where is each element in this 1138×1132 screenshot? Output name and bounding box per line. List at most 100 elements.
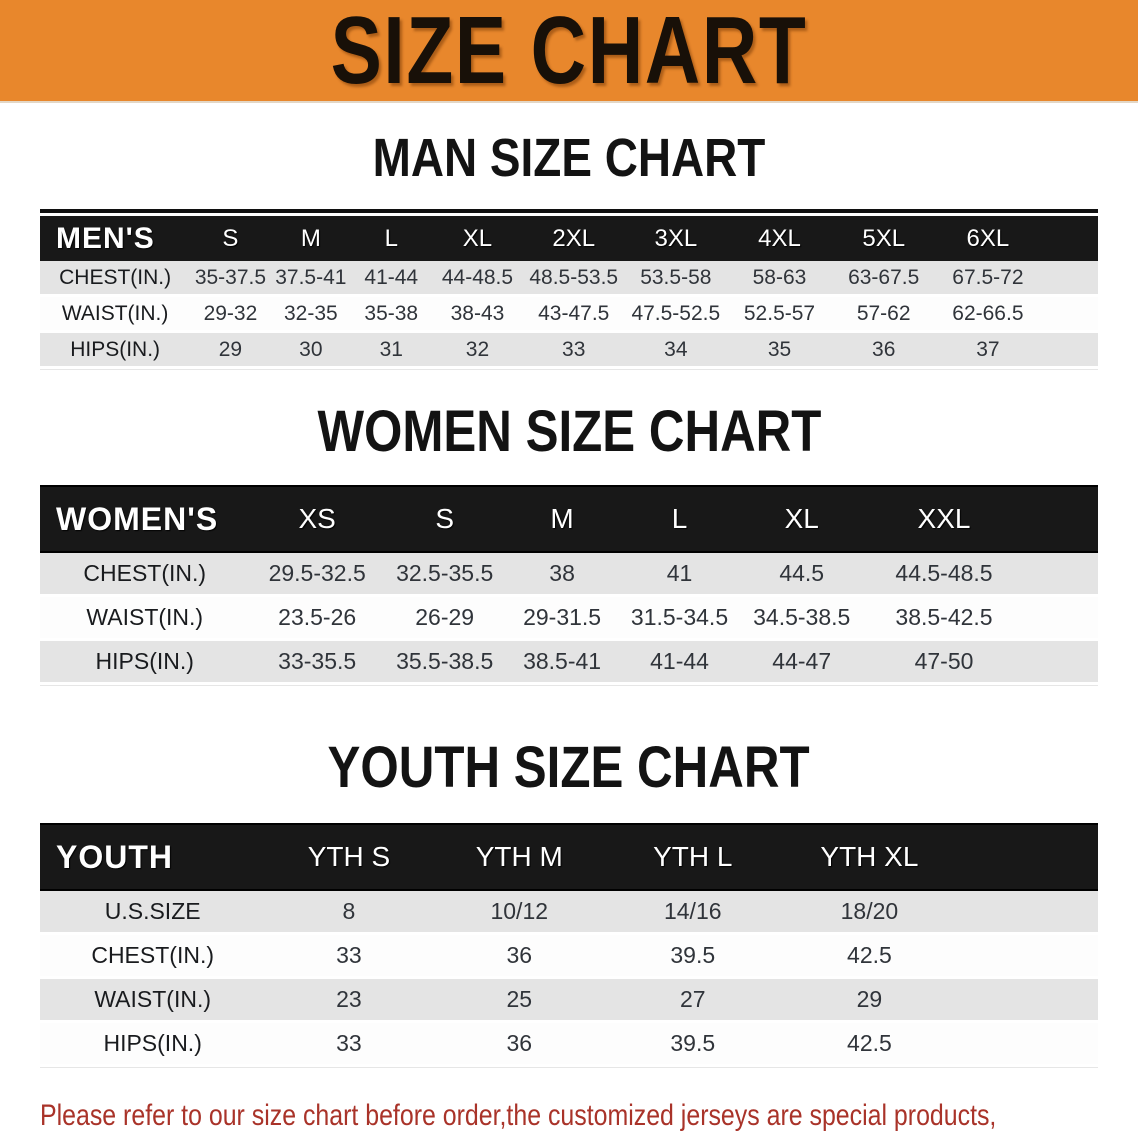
- size-value-cell: 31.5-34.5: [619, 595, 740, 641]
- size-column-header: M: [270, 216, 352, 261]
- table-row: HIPS(IN.) 29 30 31 32 33 34 35 36 37: [40, 331, 1098, 369]
- row-label: CHEST(IN.): [40, 552, 250, 597]
- table-title: MEN'S: [40, 216, 191, 261]
- size-value-cell: 29.5-32.5: [249, 552, 385, 597]
- size-value-cell: 38-43: [431, 295, 524, 333]
- size-column-header: 4XL: [727, 216, 832, 261]
- spacer-cell: [1039, 216, 1098, 261]
- size-value-cell: 37: [936, 331, 1040, 369]
- size-value-cell: 36: [831, 331, 937, 369]
- size-value-cell: 42.5: [779, 1021, 960, 1067]
- size-value-cell: 41-44: [351, 261, 432, 297]
- size-column-header: L: [619, 485, 740, 553]
- size-value-cell: 38.5-41: [504, 639, 620, 685]
- size-value-cell: 48.5-53.5: [523, 261, 624, 297]
- size-value-cell: 29: [779, 977, 960, 1023]
- size-value-cell: 27: [606, 977, 780, 1023]
- spacer-cell: [1023, 552, 1098, 597]
- spacer-cell: [959, 977, 1098, 1023]
- size-value-cell: 36: [432, 933, 606, 979]
- size-column-header: 2XL: [523, 216, 624, 261]
- size-column-header: YTH S: [265, 823, 433, 891]
- table-row: WAIST(IN.) 29-32 32-35 35-38 38-43 43-47.5 47.…: [40, 295, 1098, 333]
- size-column-header: YTH L: [606, 823, 780, 891]
- size-column-header: 6XL: [936, 216, 1040, 261]
- table-row: CHEST(IN.) 33 36 39.5 42.5: [40, 933, 1098, 979]
- size-value-cell: 36: [432, 1021, 606, 1067]
- size-value-cell: 34.5-38.5: [739, 595, 865, 641]
- size-value-cell: 29: [190, 331, 271, 369]
- size-value-cell: 33: [265, 933, 433, 979]
- size-value-cell: 33: [265, 1021, 433, 1067]
- size-value-cell: 33: [523, 331, 624, 369]
- size-value-cell: 14/16: [606, 890, 780, 935]
- size-value-cell: 35-37.5: [190, 261, 271, 297]
- size-column-header: L: [351, 216, 432, 261]
- spacer-cell: [959, 823, 1098, 891]
- spacer-cell: [959, 933, 1098, 979]
- size-value-cell: 38.5-42.5: [864, 595, 1024, 641]
- spacer-cell: [959, 890, 1098, 935]
- size-value-cell: 42.5: [779, 933, 960, 979]
- women-size-table-wrap: WOMEN'S XS S M L XL XXL CHEST(IN.) 29.5-32.5 32.5…: [40, 485, 1098, 686]
- size-value-cell: 47.5-52.5: [623, 295, 728, 333]
- table-row: WAIST(IN.) 23.5-26 26-29 29-31.5 31.5-34.5 34…: [40, 595, 1098, 641]
- size-value-cell: 53.5-58: [623, 261, 728, 297]
- size-column-header: S: [190, 216, 271, 261]
- header-row: YOUTH YTH S YTH M YTH L YTH XL: [40, 823, 1098, 891]
- size-column-header: XS: [249, 485, 385, 553]
- size-value-cell: 35: [727, 331, 832, 369]
- table-row: WAIST(IN.) 23 25 27 29: [40, 977, 1098, 1023]
- spacer-cell: [1023, 639, 1098, 685]
- row-label: HIPS(IN.): [40, 331, 191, 369]
- table-title: YOUTH: [40, 823, 266, 891]
- women-size-table: WOMEN'S XS S M L XL XXL CHEST(IN.) 29.5-32.5 32.5…: [40, 485, 1098, 685]
- man-size-heading-text: MAN SIZE CHART: [372, 128, 766, 188]
- table-row: U.S.SIZE 8 10/12 14/16 18/20: [40, 890, 1098, 935]
- size-column-header: YTH XL: [779, 823, 960, 891]
- size-value-cell: 23.5-26: [249, 595, 385, 641]
- row-label: CHEST(IN.): [40, 933, 266, 979]
- table-row: HIPS(IN.) 33 36 39.5 42.5: [40, 1021, 1098, 1067]
- row-label: WAIST(IN.): [40, 977, 266, 1023]
- size-value-cell: 29-31.5: [504, 595, 620, 641]
- youth-size-heading-text: YOUTH SIZE CHART: [327, 735, 811, 800]
- women-size-heading-text: WOMEN SIZE CHART: [317, 399, 821, 464]
- size-value-cell: 41: [619, 552, 740, 597]
- size-value-cell: 44.5-48.5: [864, 552, 1024, 597]
- man-size-section: MAN SIZE CHART MEN'S S M L XL 2XL 3XL 4XL 5XL 6XL…: [0, 127, 1138, 370]
- size-value-cell: 10/12: [432, 890, 606, 935]
- size-value-cell: 38: [504, 552, 620, 597]
- spacer-cell: [959, 1021, 1098, 1067]
- size-value-cell: 34: [623, 331, 728, 369]
- row-label: U.S.SIZE: [40, 890, 266, 935]
- row-label: WAIST(IN.): [40, 295, 191, 333]
- table-row: CHEST(IN.) 35-37.5 37.5-41 41-44 44-48.5 48.5…: [40, 261, 1098, 297]
- size-value-cell: 8: [265, 890, 433, 935]
- table-row: CHEST(IN.) 29.5-32.5 32.5-35.5 38 41 44.5 44.5…: [40, 552, 1098, 597]
- spacer-cell: [1023, 595, 1098, 641]
- size-column-header: M: [504, 485, 620, 553]
- size-value-cell: 62-66.5: [936, 295, 1040, 333]
- size-value-cell: 35.5-38.5: [384, 639, 505, 685]
- size-value-cell: 32: [431, 331, 524, 369]
- youth-size-table: YOUTH YTH S YTH M YTH L YTH XL U.S.SIZE 8 10/12…: [40, 823, 1098, 1067]
- size-value-cell: 44.5: [739, 552, 865, 597]
- row-label: CHEST(IN.): [40, 261, 191, 297]
- size-column-header: 5XL: [831, 216, 937, 261]
- size-value-cell: 35-38: [351, 295, 432, 333]
- size-value-cell: 58-63: [727, 261, 832, 297]
- row-label: HIPS(IN.): [40, 639, 250, 685]
- size-value-cell: 67.5-72: [936, 261, 1040, 297]
- row-label: HIPS(IN.): [40, 1021, 266, 1067]
- youth-size-section: YOUTH SIZE CHART YOUTH YTH S YTH M YTH L YTH…: [0, 734, 1138, 1068]
- size-column-header: S: [384, 485, 505, 553]
- size-value-cell: 31: [351, 331, 432, 369]
- size-value-cell: 25: [432, 977, 606, 1023]
- spacer-cell: [1039, 331, 1098, 369]
- size-value-cell: 43-47.5: [523, 295, 624, 333]
- footer-disclaimer: Please refer to our size chart before or…: [40, 1092, 1138, 1132]
- table-row: HIPS(IN.) 33-35.5 35.5-38.5 38.5-41 41-44 44-…: [40, 639, 1098, 685]
- size-column-header: YTH M: [432, 823, 606, 891]
